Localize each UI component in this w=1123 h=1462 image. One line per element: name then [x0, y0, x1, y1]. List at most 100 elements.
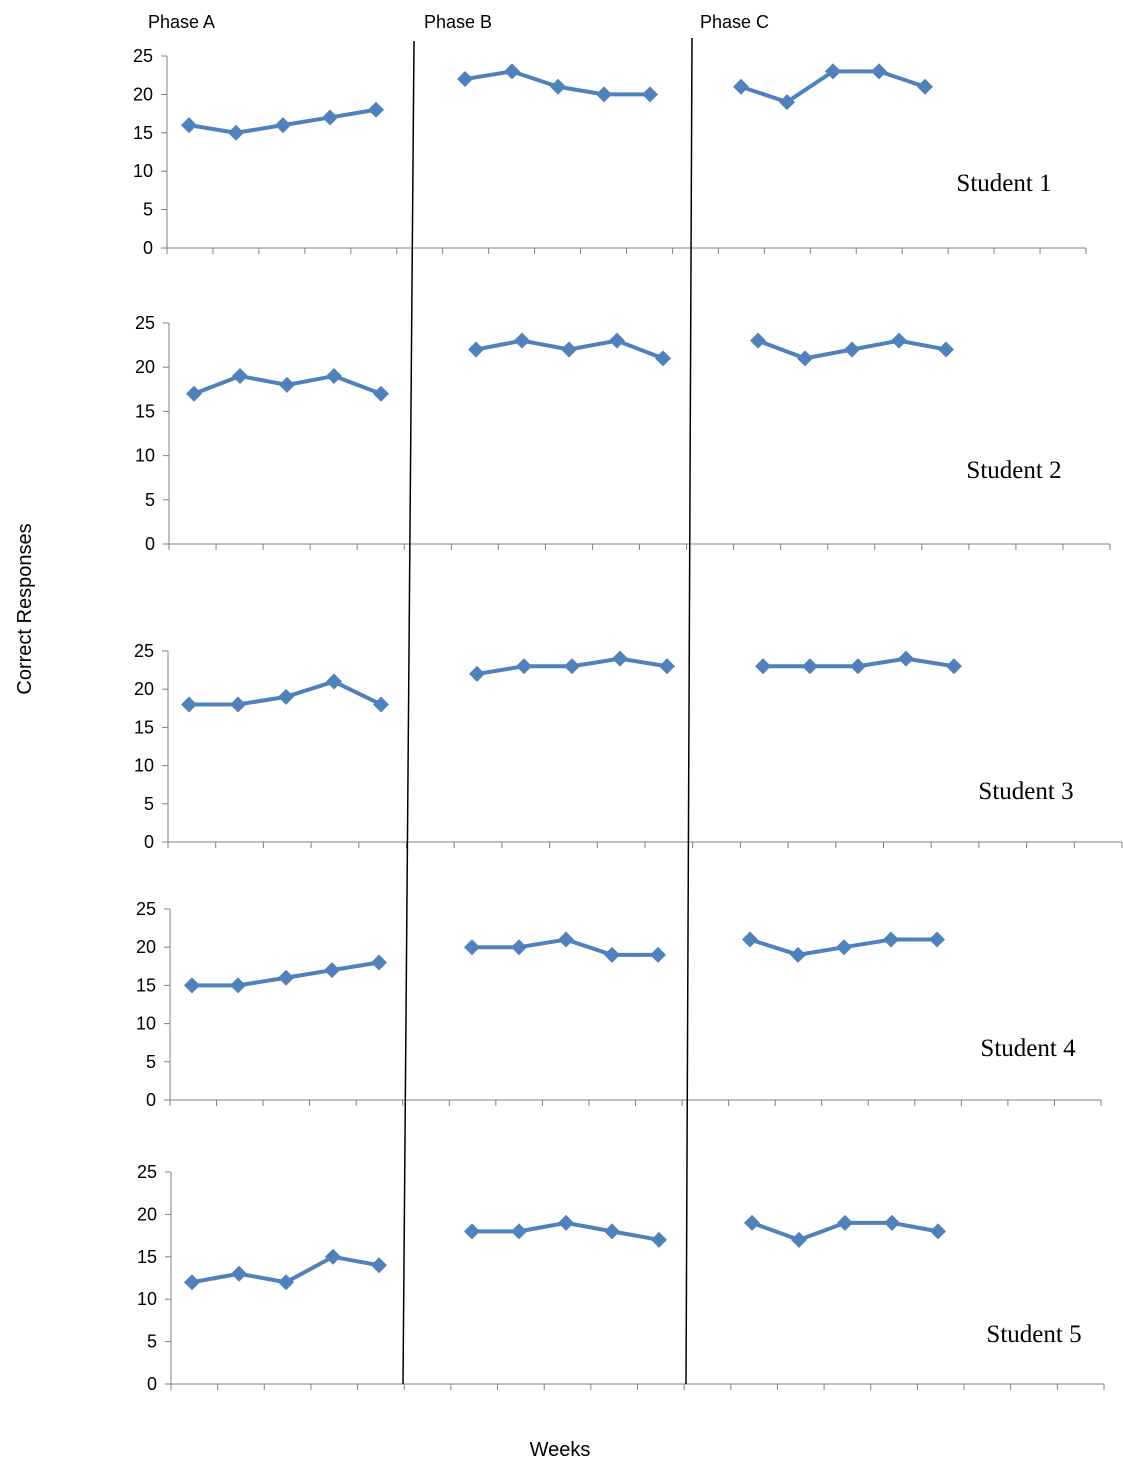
data-point-marker: [228, 124, 244, 141]
data-point-marker: [373, 385, 389, 402]
y-tick-label: 25: [135, 313, 155, 333]
y-tick-label: 5: [145, 490, 155, 510]
data-point-marker: [938, 341, 954, 358]
data-point-marker: [326, 368, 342, 385]
data-point-marker: [596, 86, 612, 103]
data-point-marker: [604, 1223, 620, 1240]
y-tick-label: 15: [133, 123, 153, 143]
phase-divider-bc: [685, 37, 693, 1385]
y-tick-label: 0: [145, 534, 155, 554]
data-point-marker: [230, 696, 246, 713]
data-point-marker: [278, 1274, 294, 1291]
data-point-marker: [181, 117, 197, 134]
y-tick-label: 10: [136, 1014, 156, 1034]
student-label: Student 4: [980, 1035, 1076, 1062]
data-point-marker: [642, 86, 658, 103]
data-point-marker: [184, 1274, 200, 1291]
y-tick-label: 10: [135, 446, 155, 466]
data-point-marker: [184, 977, 200, 994]
y-tick-label: 10: [134, 756, 154, 776]
data-point-marker: [946, 658, 962, 675]
data-point-marker: [844, 341, 860, 358]
phase-labels: Phase A Phase B Phase C: [148, 12, 769, 32]
data-point-marker: [504, 63, 520, 80]
y-tick-label: 0: [143, 238, 153, 258]
data-point-marker: [275, 117, 291, 134]
data-point-marker: [230, 977, 246, 994]
data-point-marker: [558, 1214, 574, 1231]
data-point-marker: [891, 332, 907, 349]
data-point-marker: [550, 78, 566, 95]
y-tick-label: 20: [135, 357, 155, 377]
data-point-marker: [750, 332, 766, 349]
data-point-marker: [884, 1214, 900, 1231]
student-label: Student 1: [956, 170, 1051, 197]
student-panel: 0 5 10 15 20 25 Student 2: [135, 313, 1111, 554]
y-tick-label: 10: [137, 1289, 157, 1309]
data-point-marker: [791, 1231, 807, 1248]
data-point-marker: [326, 673, 342, 690]
student-label: Student 2: [966, 457, 1061, 484]
data-point-marker: [324, 962, 340, 979]
data-point-marker: [837, 1214, 853, 1231]
data-point-marker: [609, 332, 625, 349]
student-panel: 0 5 10 15 20 25 Student 1: [133, 46, 1087, 258]
data-point-marker: [604, 946, 620, 963]
y-tick-label: 25: [136, 899, 156, 919]
y-tick-label: 0: [147, 1374, 157, 1394]
y-tick-label: 5: [147, 1332, 157, 1352]
x-axis-label: Weeks: [530, 1439, 591, 1461]
y-tick-label: 20: [137, 1204, 157, 1224]
data-point-marker: [464, 1223, 480, 1240]
data-point-marker: [797, 350, 813, 367]
y-tick-label: 5: [144, 794, 154, 814]
phase-dividers: [402, 37, 693, 1385]
y-tick-label: 20: [134, 679, 154, 699]
y-tick-label: 5: [143, 200, 153, 220]
y-tick-label: 0: [146, 1090, 156, 1110]
data-point-marker: [322, 109, 338, 126]
data-point-marker: [558, 931, 574, 948]
data-point-marker: [514, 332, 530, 349]
data-point-marker: [850, 658, 866, 675]
data-point-marker: [755, 658, 771, 675]
y-tick-label: 20: [136, 937, 156, 957]
data-point-marker: [930, 1223, 946, 1240]
student-label: Student 5: [986, 1321, 1081, 1348]
y-tick-label: 15: [136, 975, 156, 995]
y-tick-label: 5: [146, 1052, 156, 1072]
data-point-marker: [836, 939, 852, 956]
data-point-marker: [871, 63, 887, 80]
data-point-marker: [464, 939, 480, 956]
data-point-marker: [650, 946, 666, 963]
data-point-marker: [651, 1231, 667, 1248]
y-tick-label: 25: [134, 641, 154, 661]
data-point-marker: [612, 650, 628, 667]
data-point-marker: [232, 368, 248, 385]
y-tick-label: 10: [133, 161, 153, 181]
data-point-marker: [733, 78, 749, 95]
data-point-marker: [790, 946, 806, 963]
data-point-marker: [373, 696, 389, 713]
y-tick-label: 15: [134, 717, 154, 737]
data-point-marker: [929, 931, 945, 948]
student-label: Student 3: [978, 778, 1073, 805]
data-point-marker: [325, 1248, 341, 1265]
data-point-marker: [181, 696, 197, 713]
data-point-marker: [278, 688, 294, 705]
data-point-marker: [917, 78, 933, 95]
data-point-marker: [516, 658, 532, 675]
student-panel: 0 5 10 15 20 25 Student 3: [134, 641, 1123, 852]
y-tick-label: 25: [133, 46, 153, 66]
phase-divider-ab: [402, 40, 415, 1385]
phase-a-label: Phase A: [148, 12, 215, 32]
student-panel: 0 5 10 15 20 25 Student 5: [137, 1162, 1105, 1394]
y-tick-label: 15: [135, 401, 155, 421]
data-point-marker: [371, 954, 387, 971]
data-point-marker: [468, 341, 484, 358]
y-axis-label: Correct Responses: [14, 523, 36, 694]
data-point-marker: [825, 63, 841, 80]
student-panels: 0 5 10 15 20 25 Student 1 0 5 10 15 20 25 Student 2 0 5…: [133, 46, 1123, 1394]
y-tick-label: 20: [133, 84, 153, 104]
y-tick-label: 25: [137, 1162, 157, 1182]
